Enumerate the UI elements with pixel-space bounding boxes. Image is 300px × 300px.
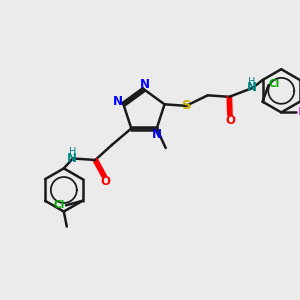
Text: O: O xyxy=(225,114,235,127)
Text: O: O xyxy=(100,176,110,188)
Text: H: H xyxy=(68,148,76,158)
Text: Cl: Cl xyxy=(54,200,65,210)
Text: N: N xyxy=(67,152,77,165)
Text: N: N xyxy=(140,77,150,91)
Text: N: N xyxy=(152,128,162,141)
Text: S: S xyxy=(182,99,192,112)
Text: Cl: Cl xyxy=(268,79,280,88)
Text: N: N xyxy=(113,95,123,108)
Text: N: N xyxy=(247,81,257,94)
Text: F: F xyxy=(298,107,300,117)
Text: H: H xyxy=(248,77,256,87)
